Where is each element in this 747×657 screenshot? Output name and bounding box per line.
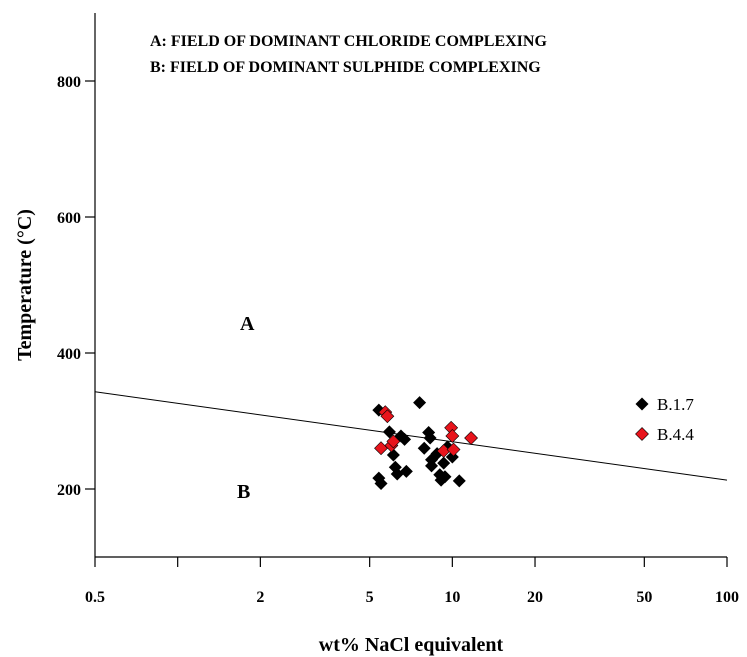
data-point (399, 464, 413, 478)
x-ticks: 0.5 2 5 10 20 50 100 (85, 557, 739, 606)
legend-label: B.1.7 (657, 395, 694, 414)
x-tick-label: 2 (256, 589, 264, 606)
y-ticks: 200 400 600 800 (57, 74, 95, 499)
data-point (437, 456, 451, 470)
plot-frame (94, 13, 727, 558)
boundary-line (94, 391, 728, 481)
data-point (425, 459, 439, 473)
annotation-line-a: A: FIELD OF DOMINANT CHLORIDE COMPLEXING (150, 33, 547, 50)
legend-marker (635, 397, 649, 411)
x-axis-title: wt% NaCl equivalent (319, 634, 504, 656)
legend: B.1.7 B.4.4 (635, 395, 694, 444)
data-point (413, 396, 427, 410)
data-point (438, 470, 452, 484)
data-point (380, 409, 395, 424)
legend-marker (635, 427, 649, 441)
data-point (374, 441, 388, 456)
y-tick-label: 600 (57, 210, 81, 227)
data-point (446, 442, 461, 457)
region-label-b: B (237, 481, 250, 503)
y-tick-label: 400 (57, 346, 81, 363)
data-point (445, 429, 460, 443)
data-point (417, 441, 431, 455)
x-tick-label: 50 (636, 589, 652, 606)
x-tick-label: 5 (366, 589, 374, 606)
data-point (398, 432, 412, 446)
data-point (423, 431, 437, 445)
annotation-line-b: B: FIELD OF DOMINANT SULPHIDE COMPLEXING (150, 59, 541, 76)
x-tick-label: 100 (715, 589, 739, 606)
data-points (372, 396, 478, 491)
y-tick-label: 200 (57, 482, 81, 499)
y-axis-title: Temperature (°C) (14, 209, 36, 361)
data-point (452, 474, 466, 488)
data-point (386, 448, 400, 462)
x-tick-label: 20 (527, 589, 543, 606)
x-tick-label: 10 (444, 589, 460, 606)
data-point (464, 431, 478, 445)
region-label-a: A (240, 313, 255, 335)
data-point (374, 477, 388, 491)
y-tick-label: 800 (57, 74, 81, 91)
data-point (386, 434, 401, 449)
x-tick-label: 0.5 (85, 589, 105, 606)
data-point (382, 425, 396, 439)
legend-label: B.4.4 (657, 425, 694, 444)
